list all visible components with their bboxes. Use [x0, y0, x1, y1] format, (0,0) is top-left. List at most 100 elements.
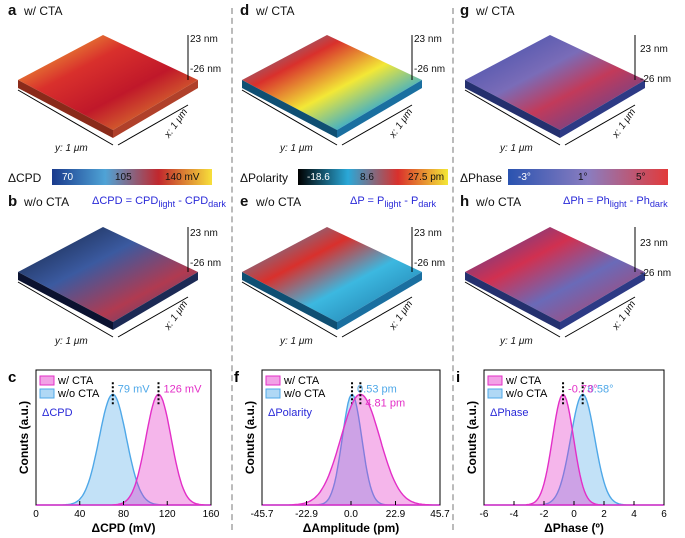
legend-label-c-0: w/ CTA [57, 375, 94, 387]
y-axis-title-i: Conuts (a.u.) [465, 401, 479, 474]
x-tick-label-i-2: -2 [540, 509, 549, 520]
peak-label-c-1: 79 mV [118, 383, 150, 395]
legend-swatch-f-0 [265, 375, 281, 386]
colorbar-pol [298, 169, 448, 185]
z-top-label-h: 23 nm [640, 238, 668, 249]
legend-label-f-1: w/o CTA [283, 388, 326, 400]
afm-map-a [17, 35, 198, 146]
panel-a-condition: w/ CTA [24, 4, 63, 18]
x-tick-label-c-4: 160 [203, 509, 220, 520]
x-tick-label-f-3: 22.9 [386, 509, 406, 520]
x-tick-label-i-5: 4 [631, 509, 637, 520]
y-axis-label-b: y: 1 μm [55, 336, 88, 347]
panel-letter-a: a [8, 2, 17, 19]
peak-label-f-0: 4.81 pm [365, 397, 405, 409]
colorbar-cpd-label: ΔCPD [8, 171, 42, 185]
x-tick-label-i-0: -6 [480, 509, 489, 520]
colorbar-pol-tick-2: 8.6 [360, 172, 374, 183]
colorbar-pol-tick-3: 27.5 pm [408, 172, 445, 183]
colorbar-cpd-tick-2: 105 [115, 172, 132, 183]
panel-e-condition: w/o CTA [256, 195, 302, 209]
legend-swatch-c-0 [39, 375, 55, 386]
panel-letter-g: g [460, 2, 470, 19]
x-axis-title-c: ΔCPD (mV) [92, 521, 156, 535]
colorbar-cpd-tick-1: 70 [62, 172, 74, 183]
chart-annotation-c: ΔCPD [42, 407, 73, 419]
series-with-cta-f [262, 393, 440, 506]
legend-label-f-0: w/ CTA [283, 375, 320, 387]
panel-b-condition: w/o CTA [24, 195, 70, 209]
afm-map-g [464, 35, 645, 146]
separator-1 [231, 8, 233, 530]
y-axis-title-f: Conuts (a.u.) [243, 401, 257, 474]
colorbar-ph [508, 169, 668, 185]
legend-swatch-c-1 [39, 388, 55, 399]
x-tick-label-f-2: 0.0 [344, 509, 358, 520]
panel-letter-h: h [460, 193, 470, 210]
z-top-label-g: 23 nm [640, 44, 668, 55]
colorbar-ph-tick-1: -3° [518, 172, 531, 183]
panel-letter-i: i [456, 369, 460, 386]
colorbar-ph-tick-2: 1° [578, 172, 588, 183]
y-axis-label-a: y: 1 μm [55, 143, 88, 154]
panel-letter-b: b [8, 193, 18, 210]
x-tick-label-f-4: 45.7 [430, 509, 450, 520]
z-top-label-b: 23 nm [190, 228, 218, 239]
colorbar-ph-label: ΔPhase [460, 171, 503, 185]
phase-formula: ΔPh = Phlight - Phdark [563, 195, 668, 210]
afm-map-e [241, 227, 422, 338]
colorbar-cpd [52, 169, 212, 185]
x-tick-label-f-0: -45.7 [251, 509, 274, 520]
colorbar-pol-tick-1: -18.6 [307, 172, 330, 183]
afm-map-h [464, 227, 645, 338]
legend-label-c-1: w/o CTA [57, 388, 100, 400]
x-axis-title-f: ΔAmplitude (pm) [303, 521, 400, 535]
chart-annotation-i: ΔPhase [490, 407, 529, 419]
legend-swatch-f-1 [265, 388, 281, 399]
x-tick-label-i-4: 2 [601, 509, 607, 520]
afm-map-b [17, 227, 198, 338]
z-top-label-d: 23 nm [414, 34, 442, 45]
x-tick-label-c-3: 120 [159, 509, 176, 520]
polarity-formula: ΔP = Plight - Pdark [350, 195, 437, 210]
y-axis-label-g: y: 1 μm [500, 143, 533, 154]
peak-label-i-0: -0.73° [568, 383, 597, 395]
panel-g-condition: w/ CTA [476, 4, 515, 18]
x-tick-label-c-0: 0 [33, 509, 39, 520]
z-bot-label-d: -26 nm [414, 64, 446, 75]
peak-label-f-1: 0.53 pm [357, 383, 397, 395]
y-axis-label-d: y: 1 μm [280, 143, 313, 154]
cpd-formula: ΔCPD = CPDlight - CPDdark [92, 195, 226, 210]
panel-d-condition: w/ CTA [256, 4, 295, 18]
z-top-label-e: 23 nm [414, 228, 442, 239]
x-axis-title-i: ΔPhase (º) [544, 521, 604, 535]
x-tick-label-c-1: 40 [74, 509, 86, 520]
z-bot-label-g: -26 nm [640, 74, 672, 85]
panel-letter-f: f [234, 369, 240, 386]
x-tick-label-i-6: 6 [661, 509, 667, 520]
legend-swatch-i-0 [487, 375, 503, 386]
z-bot-label-a: -26 nm [190, 64, 222, 75]
afm-map-d [241, 35, 422, 146]
chart-annotation-f: ΔPolarity [268, 407, 313, 419]
y-axis-label-h: y: 1 μm [500, 336, 533, 347]
panel-h-condition: w/o CTA [476, 195, 522, 209]
z-bot-label-h: -26 nm [640, 268, 672, 279]
panel-letter-d: d [240, 2, 250, 19]
legend-label-i-1: w/o CTA [505, 388, 548, 400]
peak-label-c-0: 126 mV [164, 383, 203, 395]
colorbar-pol-label: ΔPolarity [240, 171, 289, 185]
y-axis-label-e: y: 1 μm [280, 336, 313, 347]
legend-swatch-i-1 [487, 388, 503, 399]
z-bot-label-b: -26 nm [190, 258, 222, 269]
legend-label-i-0: w/ CTA [505, 375, 542, 387]
peak-label-i-1: 0.58° [588, 383, 614, 395]
colorbar-cpd-tick-3: 140 mV [165, 172, 200, 183]
x-tick-label-f-1: -22.9 [295, 509, 318, 520]
y-axis-title-c: Conuts (a.u.) [17, 401, 31, 474]
x-tick-label-i-3: 0 [571, 509, 577, 520]
series-with-cta-c [36, 393, 211, 506]
z-bot-label-e: -26 nm [414, 258, 446, 269]
x-tick-label-c-2: 80 [118, 509, 130, 520]
